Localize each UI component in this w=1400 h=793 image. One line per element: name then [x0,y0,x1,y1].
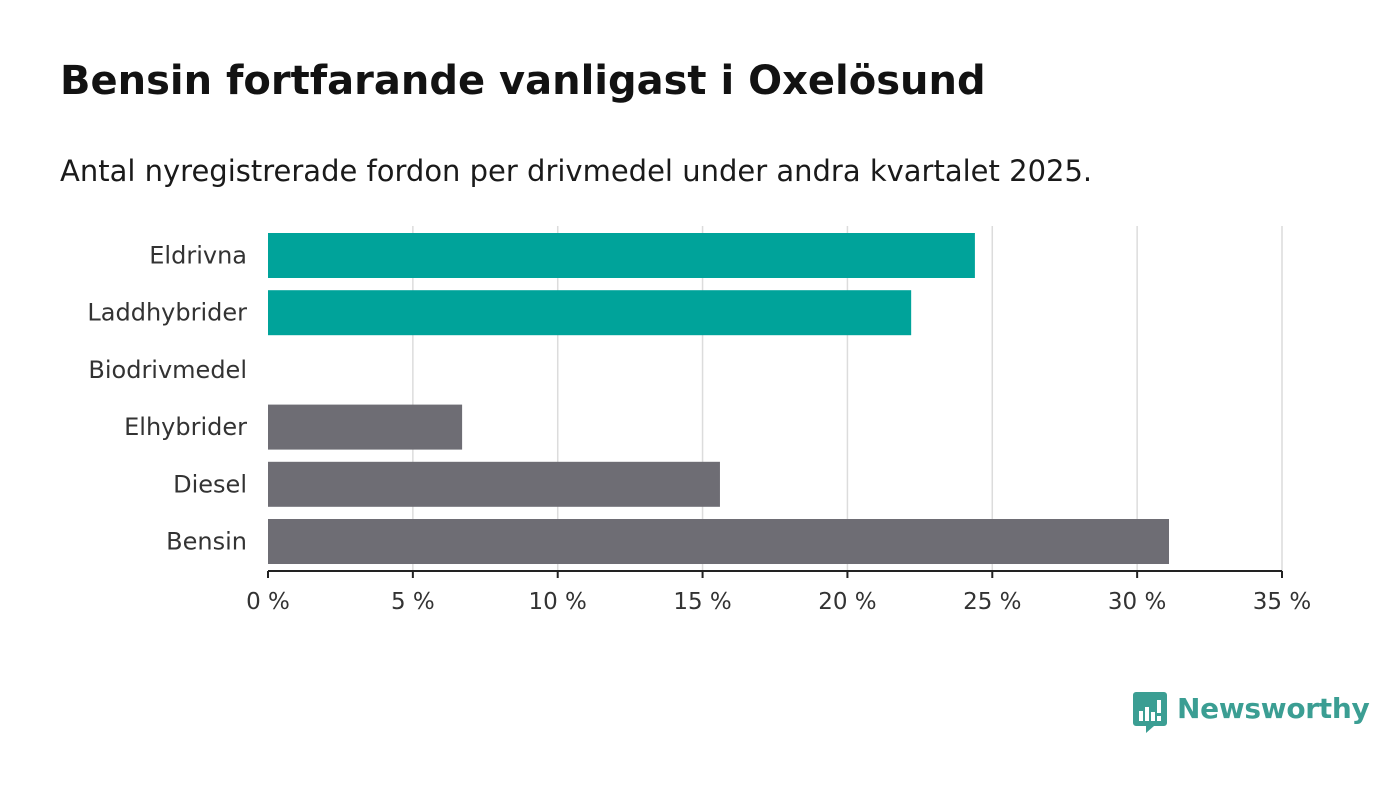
brand-name: Newsworthy [1177,692,1370,725]
x-axis: 0 % 5 % 10 % 15 % 20 % 25 % 30 % 35 % [246,570,1311,615]
bar-chart-speech-bubble-icon [1133,692,1167,733]
bar-laddhybrider [268,290,912,336]
bar-elhybrider [268,404,463,450]
x-tick-label: 30 % [1108,589,1166,615]
x-tick-label: 35 % [1253,589,1311,615]
x-tick-label: 5 % [391,589,435,615]
gridlines [412,226,1283,571]
category-labels: Eldrivna Laddhybrider Biodrivmedel Elhybrid… [87,242,247,556]
bar-eldrivna [268,233,975,278]
category-label: Eldrivna [149,242,247,270]
category-label: Laddhybrider [87,299,247,327]
newsworthy-logo: Newsworthy [1133,692,1370,734]
category-label: Bensin [166,528,247,556]
chart-title: Bensin fortfarande vanligast i Oxelösund [60,58,986,104]
category-label: Elhybrider [124,413,247,441]
x-tick-label: 20 % [818,589,876,615]
x-tick-label: 0 % [246,589,290,615]
x-tick-label: 10 % [528,589,586,615]
category-label: Diesel [173,470,247,498]
bar-bensin [268,519,1170,564]
x-tick-label: 15 % [673,589,731,615]
category-label: Biodrivmedel [88,356,247,384]
x-tick-label: 25 % [963,589,1021,615]
bars [268,233,1170,564]
chart-subtitle: Antal nyregistrerade fordon per drivmede… [60,154,1093,188]
bar-diesel [268,461,720,507]
